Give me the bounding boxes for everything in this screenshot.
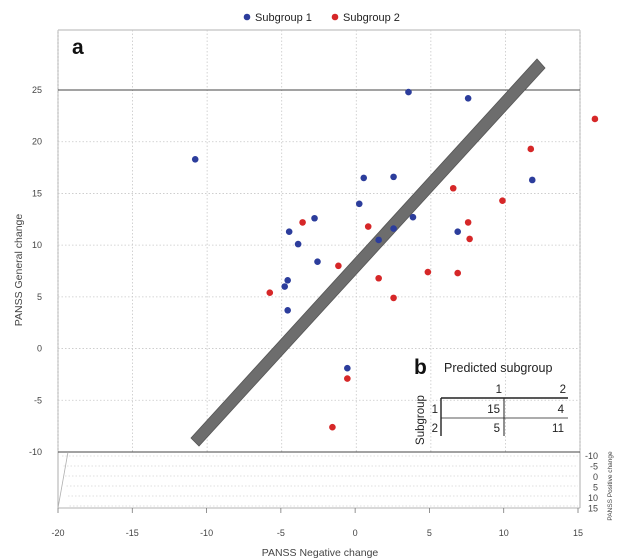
y-tick-label: 0 bbox=[37, 344, 42, 354]
x-tick-label: -5 bbox=[277, 528, 285, 538]
x-tick-label: -20 bbox=[51, 528, 64, 538]
x-tick-label: 10 bbox=[499, 528, 509, 538]
inset-row-header: Subgroup bbox=[415, 395, 427, 445]
inset-cell: 5 bbox=[494, 423, 500, 435]
inset-col-label-1: 1 bbox=[496, 384, 502, 396]
data-point-subgroup-1 bbox=[355, 200, 363, 208]
z-tick-label: -10 bbox=[585, 451, 598, 461]
y-tick-label: -10 bbox=[29, 447, 42, 457]
data-point-subgroup-1 bbox=[285, 228, 293, 235]
data-point-subgroup-2 bbox=[364, 223, 372, 230]
inset-col-label-2: 2 bbox=[560, 384, 566, 396]
data-point-subgroup-2 bbox=[591, 115, 599, 123]
data-point-subgroup-1 bbox=[405, 88, 412, 96]
data-point-subgroup-2 bbox=[454, 269, 462, 277]
data-point-subgroup-1 bbox=[390, 225, 397, 232]
data-point-subgroup-2 bbox=[299, 219, 306, 226]
data-point-subgroup-1 bbox=[409, 213, 417, 221]
data-point-subgroup-2 bbox=[344, 375, 351, 382]
floor-edge-left bbox=[57, 451, 69, 509]
data-point-subgroup-1 bbox=[454, 228, 462, 235]
x-axis-label: PANSS Negative change bbox=[262, 547, 379, 559]
panel-label-a: a bbox=[72, 36, 84, 59]
data-point-subgroup-1 bbox=[314, 258, 321, 265]
inset-cell: 15 bbox=[487, 404, 500, 416]
y-tick-label: 10 bbox=[32, 240, 42, 250]
z-axis-label: PANSS Positive change bbox=[607, 451, 614, 521]
inset-cell: 4 bbox=[558, 404, 565, 416]
z-tick-label: 5 bbox=[593, 483, 598, 493]
data-point-subgroup-1 bbox=[464, 94, 472, 102]
data-point-subgroup-2 bbox=[375, 274, 382, 282]
data-point-subgroup-2 bbox=[424, 268, 432, 276]
inset-row-label-2: 2 bbox=[432, 423, 438, 435]
data-point-subgroup-2 bbox=[527, 145, 535, 153]
data-point-subgroup-2 bbox=[266, 289, 274, 297]
data-point-subgroup-2 bbox=[449, 184, 457, 192]
inset-cell: 11 bbox=[552, 423, 564, 435]
legend: Subgroup 1 Subgroup 2 bbox=[243, 12, 400, 24]
z-tick-label: -5 bbox=[590, 462, 598, 472]
data-point-subgroup-1 bbox=[294, 240, 302, 248]
y-axis-label: PANSS General change bbox=[13, 214, 25, 327]
legend-marker-subgroup-1 bbox=[243, 13, 251, 21]
data-points bbox=[191, 88, 599, 431]
data-point-subgroup-1 bbox=[360, 174, 368, 182]
z-tick-label: 10 bbox=[588, 493, 598, 503]
inset-confusion-table: b Predicted subgroup Subgroup 1 2 1 15 4… bbox=[414, 356, 568, 445]
data-point-subgroup-2 bbox=[464, 219, 472, 226]
z-tick-label: 0 bbox=[593, 472, 598, 482]
legend-marker-subgroup-2 bbox=[331, 13, 339, 21]
data-point-subgroup-1 bbox=[191, 155, 199, 163]
data-point-subgroup-1 bbox=[390, 173, 397, 181]
data-point-subgroup-1 bbox=[284, 307, 291, 314]
x-tick-label: 5 bbox=[427, 528, 432, 538]
z-tick-label: 15 bbox=[588, 504, 598, 514]
separating-plane bbox=[190, 58, 546, 447]
x-tick-label: 15 bbox=[573, 528, 583, 538]
y-axis-ticks: -10 -5 0 5 10 15 20 25 bbox=[29, 85, 42, 457]
y-tick-label: 5 bbox=[37, 292, 42, 302]
data-point-subgroup-2 bbox=[329, 423, 336, 431]
data-point-subgroup-2 bbox=[335, 262, 342, 270]
data-point-subgroup-2 bbox=[390, 294, 397, 302]
legend-label-subgroup-1: Subgroup 1 bbox=[255, 12, 312, 24]
data-point-subgroup-2 bbox=[466, 235, 473, 243]
data-point-subgroup-2 bbox=[499, 197, 506, 204]
y-tick-label: 15 bbox=[32, 188, 42, 198]
data-point-subgroup-1 bbox=[528, 176, 536, 184]
data-point-subgroup-1 bbox=[311, 214, 318, 222]
data-point-subgroup-1 bbox=[344, 364, 351, 372]
y-tick-label: -5 bbox=[34, 395, 42, 405]
floor-plane bbox=[57, 451, 578, 509]
inset-title: Predicted subgroup bbox=[444, 361, 552, 375]
data-point-subgroup-1 bbox=[375, 236, 382, 244]
x-tick-label: 0 bbox=[353, 528, 358, 538]
panel-label-b: b bbox=[414, 356, 427, 379]
data-point-subgroup-1 bbox=[281, 283, 288, 290]
x-tick-label: -15 bbox=[126, 528, 139, 538]
x-tick-label: -10 bbox=[200, 528, 213, 538]
y-tick-label: 20 bbox=[32, 137, 42, 147]
y-reference-lines bbox=[58, 89, 580, 453]
data-point-subgroup-1 bbox=[284, 277, 291, 284]
inset-row-label-1: 1 bbox=[432, 404, 438, 416]
plot-box-frame bbox=[57, 29, 581, 509]
x-axis-ticks: -20 -15 -10 -5 0 5 10 15 bbox=[51, 508, 583, 538]
y-tick-label: 25 bbox=[32, 85, 42, 95]
legend-label-subgroup-2: Subgroup 2 bbox=[343, 12, 400, 24]
